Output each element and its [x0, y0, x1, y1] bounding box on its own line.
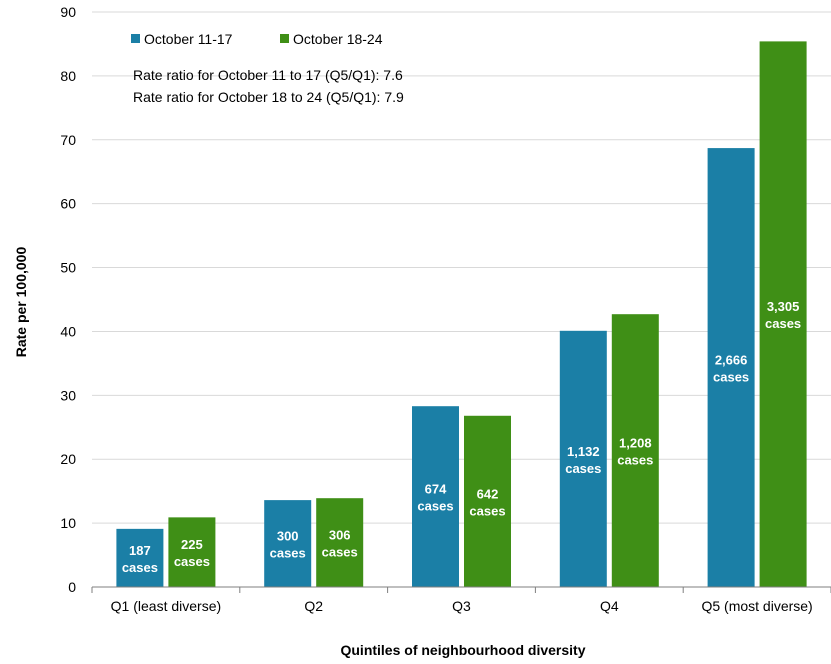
- bar-data-label: cases: [174, 554, 210, 569]
- bar: [168, 517, 216, 587]
- y-tick-label: 60: [60, 196, 76, 212]
- y-tick-label: 90: [60, 4, 76, 20]
- legend-swatch: [280, 34, 289, 43]
- y-axis-title: Rate per 100,000: [13, 247, 29, 358]
- bar-data-label: cases: [270, 546, 306, 561]
- grid-lines: [92, 11, 831, 524]
- bar-data-label: 225: [181, 537, 203, 552]
- x-tick-label: Q2: [304, 598, 323, 614]
- bar-data-label: cases: [765, 316, 801, 331]
- bars: 187 cases 300 cases 674 cases 1,132 cases 2,666 c…: [116, 41, 807, 588]
- bar: [707, 148, 755, 588]
- bar: [316, 498, 364, 587]
- bar-data-label: 2,666: [715, 353, 748, 368]
- bar-data-label: cases: [417, 499, 453, 514]
- bar-data-label: 642: [477, 486, 499, 501]
- y-tick-label: 70: [60, 132, 76, 148]
- bar: [464, 415, 511, 587]
- rate-ratio-annotation: Rate ratio for October 11 to 17 (Q5/Q1):…: [133, 67, 403, 83]
- y-tick-label: 80: [60, 68, 76, 84]
- bar-data-label: cases: [565, 461, 601, 476]
- bar-data-label: 674: [425, 482, 447, 497]
- bar-data-label: 187: [129, 543, 151, 558]
- y-tick-label: 20: [60, 451, 76, 467]
- legend-label: October 11-17: [144, 31, 233, 47]
- bar-data-label: 300: [277, 529, 299, 544]
- bar-data-label: 1,208: [619, 436, 652, 451]
- bar-data-label: cases: [617, 453, 653, 468]
- bar-data-label: 306: [329, 528, 351, 543]
- y-tick-label: 40: [60, 323, 76, 339]
- bar: [611, 314, 659, 587]
- bar-data-label: 3,305: [767, 299, 800, 314]
- y-tick-label: 0: [68, 579, 76, 595]
- bar-data-label: cases: [322, 545, 358, 560]
- legend-swatch: [131, 34, 140, 43]
- bar-data-label: cases: [122, 560, 158, 575]
- bar: [759, 41, 807, 587]
- x-axis-title: Quintiles of neighbourhood diversity: [340, 642, 585, 658]
- bar-data-label: 1,132: [567, 444, 600, 459]
- bar: [412, 406, 459, 587]
- rate-ratio-annotation: Rate ratio for October 18 to 24 (Q5/Q1):…: [133, 89, 404, 105]
- legend-label: October 18-24: [293, 31, 383, 47]
- x-tick-label: Q4: [600, 598, 619, 614]
- axes: 0 10 20 30 40 50 60 70 80 90 Q1 (least diverse) Q2 Q…: [60, 4, 831, 614]
- x-tick-label: Q1 (least diverse): [111, 598, 221, 614]
- bar: [116, 528, 164, 587]
- bar-data-label: cases: [713, 370, 749, 385]
- bar: [559, 330, 607, 587]
- y-tick-label: 10: [60, 515, 76, 531]
- x-tick-label: Q5 (most diverse): [701, 598, 812, 614]
- y-tick-label: 50: [60, 260, 76, 276]
- bar: [264, 500, 312, 587]
- bar-data-label: cases: [469, 503, 505, 518]
- x-tick-label: Q3: [452, 598, 471, 614]
- legend: October 11-17 October 18-24: [131, 31, 383, 47]
- y-tick-label: 30: [60, 387, 76, 403]
- annotations: Rate ratio for October 11 to 17 (Q5/Q1):…: [133, 67, 404, 105]
